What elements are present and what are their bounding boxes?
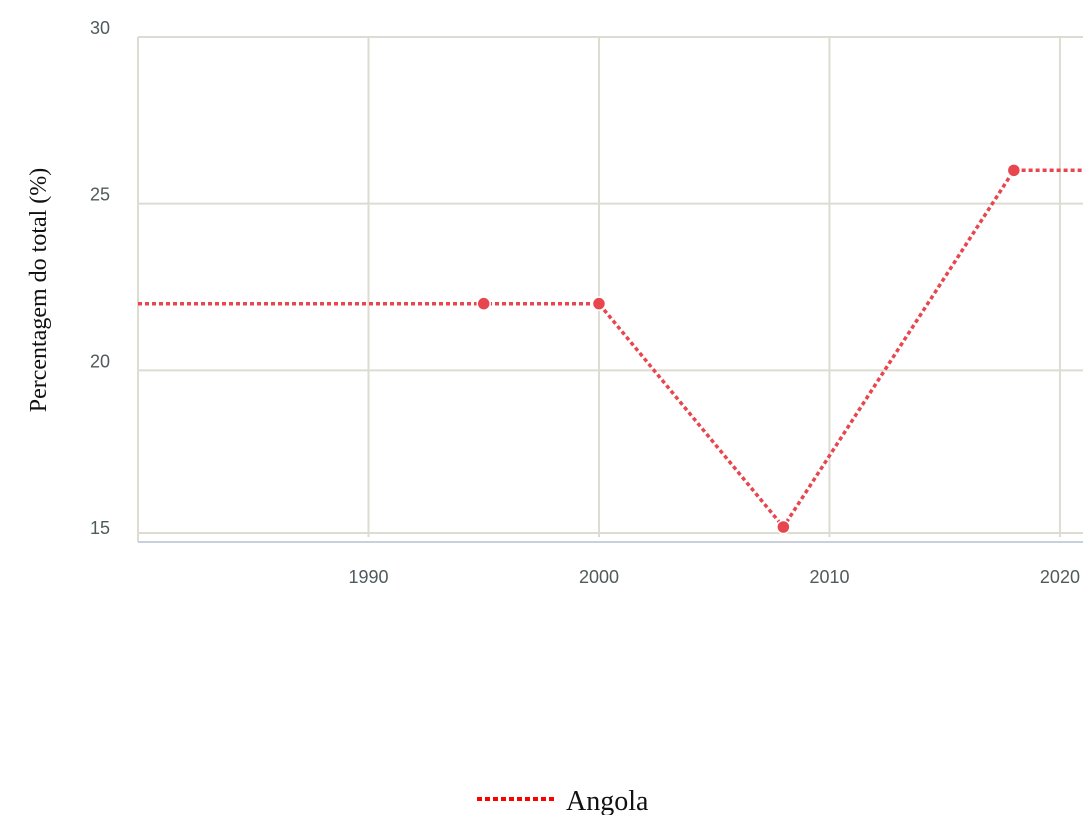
x-tick-label-2020: 2020 (1040, 567, 1080, 587)
y-tick-label-25: 25 (90, 185, 110, 205)
legend-label: Angola (566, 786, 649, 815)
series-layer (138, 163, 1083, 535)
legend: Angola (477, 786, 649, 815)
x-tick-label-2010: 2010 (809, 567, 849, 587)
x-tick-label-2000: 2000 (579, 567, 619, 587)
y-tick-label-30: 30 (90, 18, 110, 38)
y-tick-label-15: 15 (90, 518, 110, 538)
series-line-angola (138, 168, 1083, 529)
y-axis-label: Percentagem do total (%) (26, 168, 52, 413)
grid (138, 36, 1083, 537)
data-point-2008[interactable] (776, 519, 791, 535)
data-point-2000[interactable] (591, 296, 607, 311)
y-tick-labels: 15 20 25 30 (90, 18, 110, 538)
x-tick-labels: 1990 2000 2010 2020 (348, 567, 1080, 587)
data-point-1995[interactable] (476, 296, 491, 311)
x-tick-label-1990: 1990 (348, 567, 388, 587)
data-point-2018[interactable] (1006, 163, 1022, 178)
y-tick-label-20: 20 (90, 351, 110, 371)
axes (137, 37, 1083, 543)
